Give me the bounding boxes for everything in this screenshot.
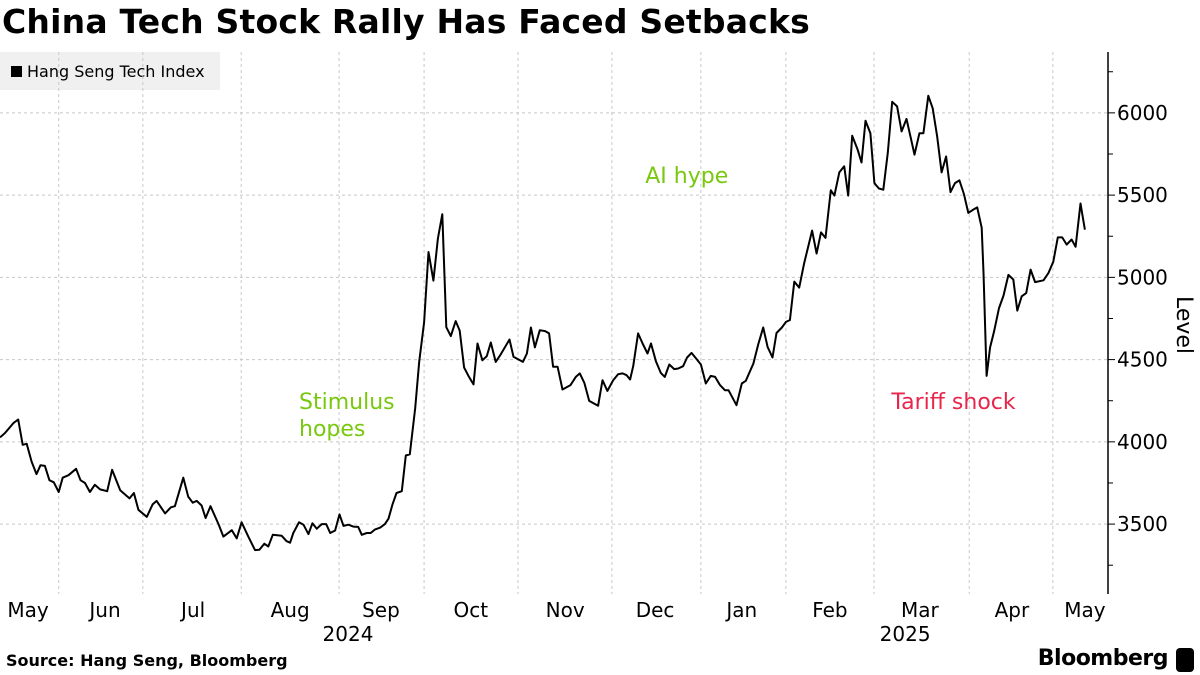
x-tick-label: Jan [724, 598, 757, 622]
y-axis-title: Level [1171, 296, 1196, 354]
annotation: Stimulus hopes [299, 389, 395, 443]
bloomberg-chart-icon [1176, 648, 1194, 672]
y-tick-label: 6000 [1117, 101, 1168, 125]
series-line-hang-seng-tech [0, 94, 1086, 552]
annotation-line: Tariff shock [891, 390, 1016, 416]
legend-swatch [11, 65, 22, 77]
y-tick-label: 5500 [1117, 183, 1168, 207]
chart-title: China Tech Stock Rally Has Faced Setback… [2, 2, 810, 41]
legend: Hang Seng Tech Index [0, 52, 220, 90]
x-tick-label: Sep [362, 598, 400, 622]
x-tick-label: Mar [901, 598, 940, 622]
x-year-label: 2025 [880, 622, 931, 646]
y-tick-label: 4000 [1117, 430, 1168, 454]
x-tick-label: Jun [87, 598, 120, 622]
x-tick-label: Aug [271, 598, 310, 622]
x-tick-label: Oct [454, 598, 489, 622]
x-tick-label: Nov [546, 598, 585, 622]
annotation: AI hype [645, 163, 728, 190]
x-tick-label: Jul [179, 598, 205, 622]
x-tick-label: May [1064, 598, 1106, 622]
x-tick-label: Feb [812, 598, 847, 622]
x-year-label: 2024 [323, 622, 374, 646]
annotation: Tariff shock [891, 389, 1015, 416]
annotation-line: Stimulus [299, 390, 395, 416]
y-tick-label: 4500 [1117, 348, 1168, 372]
y-tick-label: 3500 [1117, 512, 1168, 536]
x-tick-label: Dec [636, 598, 675, 622]
annotation-line: hopes [299, 417, 366, 443]
source-note: Source: Hang Seng, Bloomberg [6, 651, 288, 670]
y-tick-label: 5000 [1117, 265, 1168, 289]
x-tick-label: Apr [995, 598, 1030, 622]
legend-label: Hang Seng Tech Index [27, 61, 205, 81]
x-tick-label: May [7, 598, 49, 622]
annotation-line: AI hype [645, 163, 729, 189]
bloomberg-logo: Bloomberg [1037, 646, 1169, 671]
